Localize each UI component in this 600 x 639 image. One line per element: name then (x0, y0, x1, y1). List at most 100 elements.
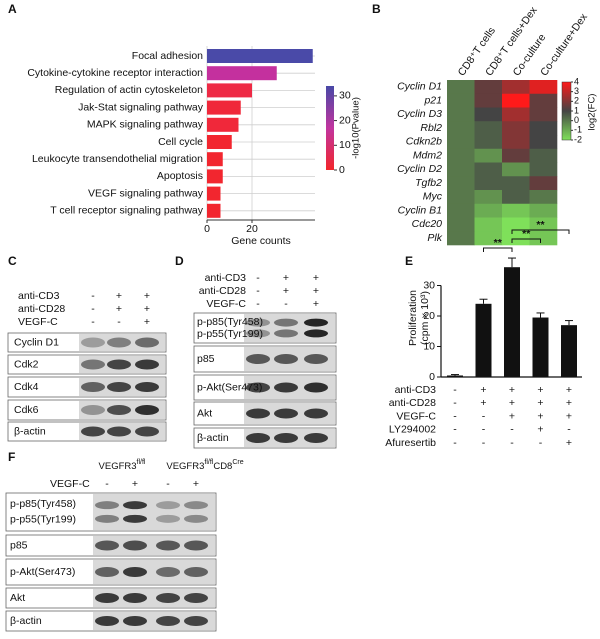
colorbar-tick-label: 4 (574, 76, 579, 86)
group-label-part: VEGFR3 (99, 461, 137, 472)
blot-band (107, 405, 131, 415)
heatmap-cell (447, 176, 475, 191)
blot-band (135, 426, 159, 437)
treatment-label: anti-CD3 (18, 290, 60, 302)
band-label: Cdk6 (14, 404, 39, 416)
colorbar (561, 81, 572, 141)
heatmap-cell (502, 162, 530, 177)
blot-band (95, 567, 119, 577)
treatment-sign: + (480, 384, 486, 396)
blot-strip (93, 536, 215, 555)
treatment-sign: + (116, 290, 122, 302)
x-axis-title: Gene counts (231, 235, 291, 247)
band-label: Akt (197, 407, 212, 419)
group-label-part: Cre (232, 459, 243, 466)
colorbar-tick-label: -1 (574, 125, 582, 135)
heatmap-cell (529, 93, 558, 108)
bar (207, 117, 239, 132)
blot-band (304, 433, 328, 443)
heatmap-cell (502, 176, 530, 191)
category-label: MAPK signaling pathway (87, 119, 204, 131)
blot-band (156, 501, 180, 510)
treatment-sign: - (91, 316, 95, 328)
blot-band (123, 593, 147, 603)
treatment-sign: + (283, 272, 289, 284)
band-label: Akt (10, 592, 25, 604)
heatmap-cell (474, 107, 503, 122)
colorbar-tick-label: 0 (574, 115, 579, 125)
row-label: Rbl2 (420, 122, 442, 134)
heatmap-cell (447, 217, 475, 232)
heatmap-cell (447, 190, 475, 205)
treatment-sign: + (283, 285, 289, 297)
band-label: Cdk4 (14, 381, 39, 393)
row-label: Mdm2 (413, 149, 442, 161)
group-label-part: VEGFR3 (166, 461, 204, 472)
treatment-sign: - (453, 424, 457, 436)
y-tick-label: 0 (429, 371, 435, 383)
treatment-sign: + (537, 424, 543, 436)
significance-label: ** (536, 219, 545, 231)
treatment-sign: + (509, 397, 515, 409)
blot-band (135, 382, 159, 392)
blot-band (123, 616, 147, 626)
blot-band (95, 540, 119, 551)
treatment-label: anti-CD28 (389, 397, 436, 409)
row-label: Plk (427, 232, 442, 244)
blot-band (246, 433, 270, 443)
bar (447, 375, 463, 377)
row-label: Cyclin D3 (397, 108, 442, 120)
blot-band (246, 318, 270, 327)
treatment-label: LY294002 (389, 424, 436, 436)
bar (207, 203, 221, 218)
group-label-part: fl/fl (204, 459, 213, 466)
heatmap-cell (447, 135, 475, 150)
treatment-sign: - (284, 298, 288, 310)
treatment-sign: + (132, 478, 138, 490)
colorbar-tick-label: 0 (339, 164, 345, 176)
treatment-label: VEGF-C (50, 478, 90, 490)
blot-band (304, 329, 328, 338)
treatment-sign: - (105, 478, 109, 490)
category-label: T cell receptor signaling pathway (50, 205, 203, 217)
bar (207, 169, 223, 184)
treatment-sign: - (453, 397, 457, 409)
band-label: p-p85(Tyr458) (10, 498, 76, 510)
bar (207, 83, 252, 98)
heatmap-cell (502, 135, 530, 150)
heatmap-cell (529, 107, 558, 122)
heatmap-cell (529, 176, 558, 191)
blot-band (274, 433, 298, 443)
group-label: VEGFR3fl/fl (99, 459, 146, 471)
blot-band (246, 354, 270, 364)
row-label: Cdc20 (412, 218, 443, 230)
row-label: Cyclin B1 (398, 204, 442, 216)
row-label: Cdkn2b (406, 136, 442, 148)
band-label: β-actin (10, 615, 42, 627)
row-label: Cyclin D2 (397, 163, 442, 175)
heatmap-cell (502, 190, 530, 205)
blot-band (246, 329, 270, 338)
treatment-sign: - (482, 424, 486, 436)
blot-band (246, 382, 270, 393)
blot-band (81, 382, 105, 392)
treatment-sign: + (509, 410, 515, 422)
panel-label: D (175, 254, 184, 268)
significance-bracket (511, 238, 541, 244)
band-label: p-p55(Tyr199) (197, 328, 263, 340)
bar (207, 49, 313, 63)
treatment-sign: - (117, 316, 121, 328)
colorbar-tick-label: 3 (574, 86, 579, 96)
blot-band (156, 616, 180, 626)
bar (207, 100, 241, 115)
heatmap-cell (474, 80, 503, 95)
blot-band (135, 337, 159, 348)
band-label: β-actin (14, 425, 46, 437)
heatmap-cell (474, 148, 503, 163)
blot-band (304, 354, 328, 364)
category-label: Cell cycle (158, 136, 203, 148)
heatmap-cell (529, 217, 558, 232)
treatment-sign: + (537, 397, 543, 409)
